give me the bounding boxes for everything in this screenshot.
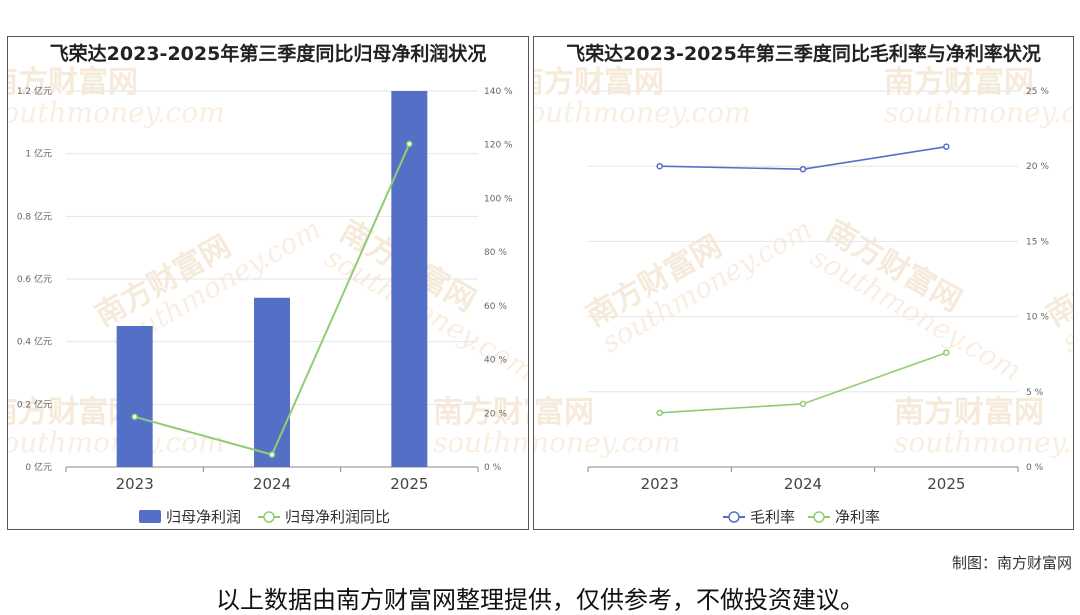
legend-line-label: 归母净利润同比 — [285, 508, 390, 526]
series-point-净利率-2023 — [656, 409, 663, 417]
y-right-tick-label: 0 % — [1026, 463, 1044, 473]
profit-chart-panel: 南方财富网southmoney.com南方财富网southmoney.com南方… — [7, 36, 529, 530]
bar-2023 — [116, 326, 153, 467]
margin-chart-title: 飞荣达2023-2025年第三季度同比毛利率与净利率状况 — [566, 43, 1041, 65]
y-right-tick-label: 100 % — [484, 194, 513, 204]
y-left-tick-label: 1.2 亿元 — [17, 85, 52, 97]
y-left-tick-label: 1 亿元 — [25, 148, 52, 160]
y-right-tick-label: 20 % — [1026, 162, 1049, 172]
y-left-tick-label: 0 亿元 — [25, 461, 52, 473]
y-left-tick-label: 0.8 亿元 — [17, 210, 52, 222]
x-tick-label: 2024 — [784, 475, 822, 493]
series-point-净利率-2024 — [799, 400, 807, 408]
y-right-tick-label: 0 % — [484, 463, 502, 473]
x-tick-label: 2023 — [641, 475, 679, 493]
watermark-en: southmoney.com — [8, 96, 225, 129]
watermark-cn: 南方财富网 — [534, 65, 664, 100]
y-left-tick-label: 0.2 亿元 — [17, 398, 52, 410]
watermark-en: southmoney.com — [534, 96, 751, 129]
watermark-en: southmoney.com — [884, 96, 1073, 129]
y-right-tick-label: 140 % — [484, 87, 513, 97]
x-tick-label: 2024 — [253, 475, 291, 493]
yoy-point-2023 — [131, 413, 138, 421]
series-point-净利率-2025 — [943, 349, 950, 356]
bar-2025 — [391, 91, 428, 467]
watermark-cn: 南方财富网 — [433, 395, 528, 430]
watermark-en: southmoney.com — [8, 426, 225, 459]
y-left-tick-label: 0.6 亿元 — [17, 273, 52, 285]
watermark-en: southmoney.com — [894, 426, 1073, 459]
y-right-tick-label: 20 % — [484, 409, 507, 419]
x-tick-label: 2025 — [390, 475, 428, 493]
legend-bar-swatch — [139, 510, 161, 523]
watermark-cn: 南方财富网 — [534, 395, 594, 430]
yoy-point-2024 — [268, 451, 276, 458]
yoy-point-2025 — [406, 140, 413, 148]
y-right-tick-label: 60 % — [484, 302, 507, 312]
profit-chart-title: 飞荣达2023-2025年第三季度同比归母净利润状况 — [49, 43, 487, 65]
legend-label: 净利率 — [835, 508, 880, 526]
x-tick-label: 2025 — [927, 475, 965, 493]
watermark-cn: 南方财富网 — [8, 65, 138, 100]
series-point-毛利率-2025 — [943, 143, 950, 150]
margin-chart: 南方财富网southmoney.com南方财富网southmoney.com南方… — [534, 65, 1074, 526]
profit-chart: 南方财富网southmoney.com南方财富网southmoney.com南方… — [8, 65, 528, 526]
watermark-en: southmoney.com — [433, 426, 528, 459]
y-right-tick-label: 120 % — [484, 141, 513, 151]
bar-2024 — [254, 297, 290, 467]
y-right-tick-label: 40 % — [484, 356, 507, 366]
y-right-tick-label: 80 % — [484, 248, 507, 258]
y-right-tick-label: 25 % — [1026, 87, 1049, 97]
y-left-tick-label: 0.4 亿元 — [17, 336, 52, 348]
legend-bar-label: 归母净利润 — [166, 508, 241, 526]
legend-label: 毛利率 — [750, 508, 795, 526]
series-point-毛利率-2023 — [656, 162, 663, 170]
series-point-毛利率-2024 — [799, 165, 807, 173]
watermark-cn: 南方财富网 — [8, 395, 138, 430]
margin-chart-panel: 南方财富网southmoney.com南方财富网southmoney.com南方… — [533, 36, 1074, 530]
y-right-tick-label: 10 % — [1026, 313, 1049, 323]
chart-credit: 制图：南方财富网 — [951, 554, 1072, 572]
watermark-cn: 南方财富网 — [894, 395, 1044, 430]
y-right-tick-label: 15 % — [1026, 237, 1049, 247]
x-tick-label: 2023 — [116, 475, 154, 493]
watermark-cn: 南方财富网 — [884, 65, 1034, 100]
y-right-tick-label: 5 % — [1026, 388, 1044, 398]
disclaimer-text: 以上数据由南方财富网整理提供，仅供参考，不做投资建议。 — [216, 586, 864, 614]
watermark-en: southmoney.com — [534, 426, 681, 459]
